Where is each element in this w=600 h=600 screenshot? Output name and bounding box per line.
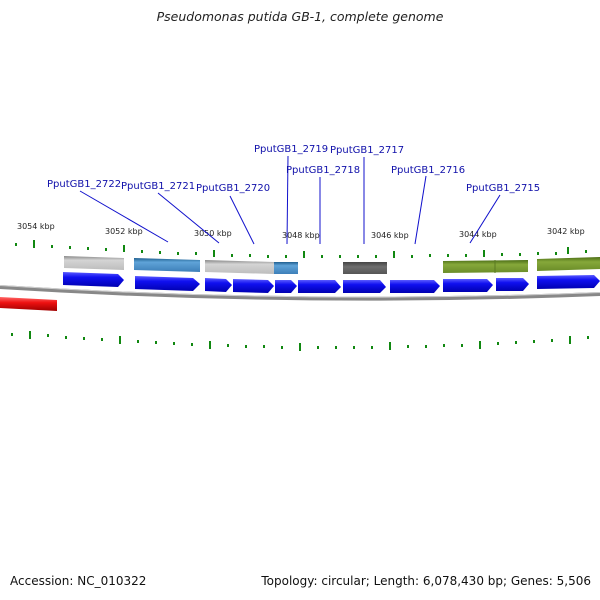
map-title: Pseudomonas putida GB-1, complete genome <box>156 9 444 24</box>
gene-label[interactable]: PputGB1_2715 <box>466 183 540 194</box>
gene-label[interactable]: PputGB1_2716 <box>391 165 465 176</box>
feature-block-light-gray <box>205 260 274 274</box>
kbp-label: 3048 kbp <box>282 231 320 240</box>
gene-label[interactable]: PputGB1_2722 <box>47 179 121 190</box>
feature-block-olive <box>537 257 600 271</box>
kbp-label: 3054 kbp <box>17 222 55 231</box>
gene-arrow[interactable] <box>537 275 600 289</box>
gene-track <box>63 272 600 293</box>
gene-label[interactable]: PputGB1_2719 <box>254 144 328 155</box>
accession-label: Accession: NC_010322 <box>10 574 147 588</box>
gene-arrow[interactable] <box>63 272 124 287</box>
gene-label[interactable]: PputGB1_2718 <box>286 165 360 176</box>
gene-label[interactable]: PputGB1_2721 <box>121 181 195 192</box>
backbone-arc <box>0 285 600 301</box>
kbp-label: 3044 kbp <box>459 230 497 239</box>
feature-block-light-gray <box>64 256 124 270</box>
backbone-arc-highlight <box>0 285 600 298</box>
red-feature-block <box>0 297 57 311</box>
gene-arrow[interactable] <box>233 279 274 293</box>
gene-arrow[interactable] <box>298 280 341 293</box>
gene-arrow[interactable] <box>135 276 200 291</box>
kbp-label: 3042 kbp <box>547 227 585 236</box>
annotation-track <box>64 256 600 274</box>
feature-block-blue <box>274 262 298 274</box>
gene-arrow[interactable] <box>275 280 297 293</box>
kbp-scale <box>15 240 587 258</box>
kbp-label: 3050 kbp <box>194 229 232 238</box>
gene-label[interactable]: PputGB1_2720 <box>196 183 270 194</box>
genome-summary: Topology: circular; Length: 6,078,430 bp… <box>261 574 591 588</box>
gene-arrow[interactable] <box>343 280 386 293</box>
feature-block-dark-gray <box>343 262 387 274</box>
gene-label-leaders <box>79 155 501 245</box>
gene-arrow[interactable] <box>390 280 440 293</box>
lower-tick-track <box>11 331 589 351</box>
feature-block-blue <box>134 258 200 272</box>
gene-arrow[interactable] <box>443 279 493 292</box>
gene-label[interactable]: PputGB1_2717 <box>330 145 404 156</box>
gene-arrow[interactable] <box>496 278 529 291</box>
gene-arrow[interactable] <box>205 278 232 292</box>
feature-block-olive <box>443 260 528 273</box>
kbp-label: 3052 kbp <box>105 227 143 236</box>
kbp-label: 3046 kbp <box>371 231 409 240</box>
